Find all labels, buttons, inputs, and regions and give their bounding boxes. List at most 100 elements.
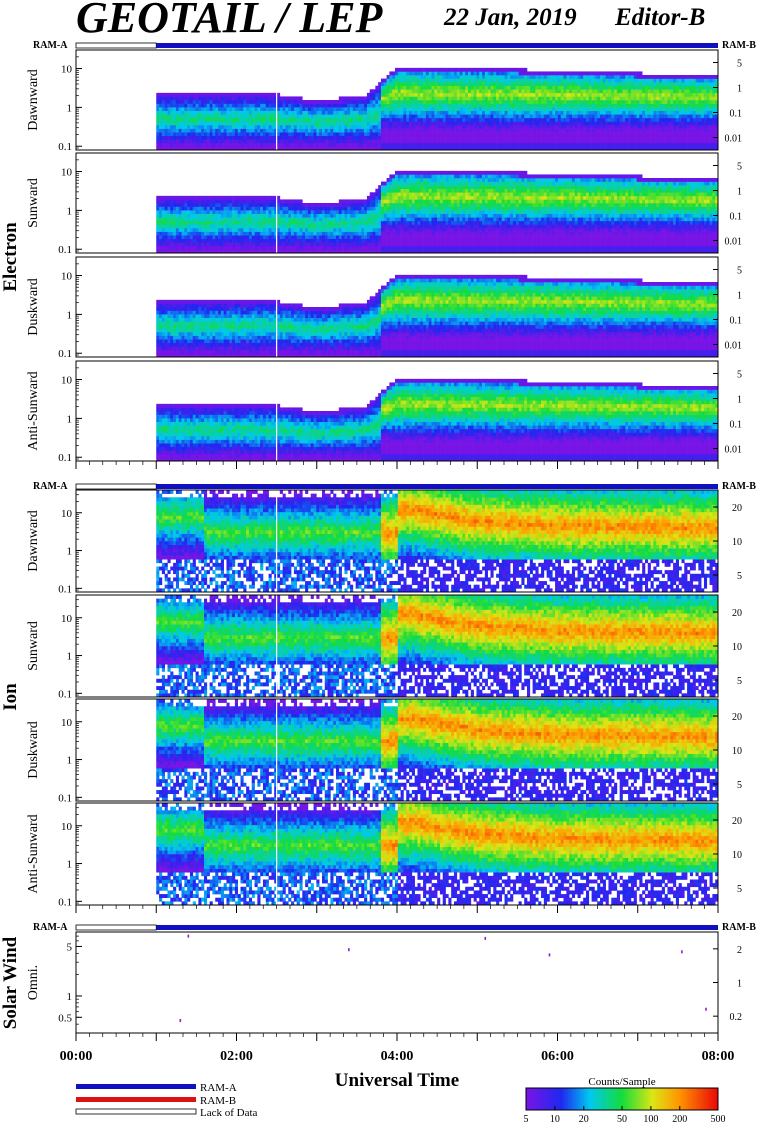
- y-tick-label: 0.1: [58, 348, 72, 360]
- panel-label: Sunward: [26, 178, 41, 228]
- omni-point: [681, 950, 683, 953]
- x-tick-label: 06:00: [541, 1049, 574, 1064]
- group-label-electron: Electron: [0, 222, 21, 292]
- right-tick-label: 0.1: [730, 109, 743, 120]
- x-axis-title: Universal Time: [335, 1070, 459, 1091]
- y-tick-label: 10: [61, 821, 73, 833]
- right-tick-label: 0.2: [730, 1012, 743, 1023]
- right-tick-label: 0.01: [725, 237, 743, 248]
- right-tick-label: 0.1: [730, 420, 743, 431]
- right-tick-label: 0.1: [730, 316, 743, 327]
- right-tick-label: 0.01: [725, 341, 743, 352]
- y-tick-label: 10: [61, 64, 73, 76]
- omni-point: [188, 935, 190, 938]
- right-tick-label: 5: [737, 571, 742, 582]
- right-tick-label: 10: [732, 642, 742, 653]
- y-tick-label: 5: [67, 941, 73, 953]
- x-tick-label: 00:00: [60, 1049, 93, 1064]
- right-tick-label: 5: [737, 370, 742, 381]
- panel-solar_wind-omni.: [76, 932, 718, 1033]
- panel-label: Anti-Sunward: [26, 814, 41, 893]
- colorbar-tick-label: 50: [617, 1114, 627, 1125]
- panel-label: Sunward: [26, 621, 41, 671]
- panel-label: Dawnward: [26, 69, 41, 130]
- ram-a-label: RAM-A: [33, 922, 68, 933]
- y-tick-label: 1: [67, 413, 73, 425]
- omni-point: [180, 1019, 182, 1022]
- y-tick-label: 1: [67, 309, 73, 321]
- y-tick-label: 0.1: [58, 583, 72, 595]
- panel-ion-sunward: [76, 595, 718, 697]
- right-tick-label: 20: [732, 712, 742, 723]
- right-tick-label: 0.01: [725, 445, 743, 456]
- y-tick-label: 1: [67, 859, 73, 871]
- legend-ram-b-swatch: [76, 1097, 196, 1102]
- right-tick-label: 2: [737, 945, 742, 956]
- panel-ion-duskward: [76, 699, 718, 801]
- right-tick-label: 10: [732, 537, 742, 548]
- panel-label: Anti-Sunward: [26, 371, 41, 450]
- legend-lack-label: Lack of Data: [200, 1107, 258, 1119]
- y-tick-label: 1: [67, 546, 73, 558]
- spectrogram-figure: RAM-A RAM-B1010.1510.10.01Dawnward1010.15…: [0, 0, 762, 1128]
- ram-b-label: RAM-B: [722, 922, 756, 933]
- panel-electron-dawnward: [76, 50, 718, 150]
- colorbar-tick-label: 500: [711, 1114, 726, 1125]
- y-tick-label: 10: [61, 717, 73, 729]
- y-tick-label: 0.1: [58, 688, 72, 700]
- y-tick-label: 10: [61, 613, 73, 625]
- panel-ion-anti-sunward: [76, 803, 718, 905]
- ram-bar-ram-a: [156, 925, 718, 930]
- right-tick-label: 5: [737, 162, 742, 173]
- y-tick-label: 0.1: [58, 792, 72, 804]
- ram-bar-ram-a: [156, 484, 718, 489]
- panel-label: Omni.: [26, 965, 41, 1000]
- ram-b-label: RAM-B: [722, 481, 756, 492]
- colorbar-tick-label: 200: [672, 1114, 687, 1125]
- right-tick-label: 5: [737, 884, 742, 895]
- omni-point: [705, 1008, 707, 1011]
- ram-b-label: RAM-B: [722, 40, 756, 51]
- right-tick-label: 20: [732, 816, 742, 827]
- right-tick-label: 1: [737, 84, 742, 95]
- colorbar-tick-label: 10: [550, 1114, 560, 1125]
- panel-ion-dawnward: [76, 490, 718, 592]
- y-tick-label: 1: [67, 755, 73, 767]
- group-label-solar-wind: Solar Wind: [0, 936, 21, 1029]
- y-tick-label: 1: [67, 205, 73, 217]
- group-label-ion: Ion: [0, 683, 21, 711]
- x-tick-label: 04:00: [381, 1049, 414, 1064]
- y-tick-label: 10: [61, 271, 73, 283]
- panel-electron-duskward: [76, 257, 718, 357]
- y-tick-label: 0.5: [58, 1012, 72, 1024]
- ram-bar-lack: [76, 925, 156, 930]
- y-tick-label: 10: [61, 508, 73, 520]
- y-tick-label: 0.1: [58, 244, 72, 256]
- right-tick-label: 5: [737, 59, 742, 70]
- right-tick-label: 5: [737, 780, 742, 791]
- legend-ram-b-label: RAM-B: [200, 1095, 236, 1107]
- y-tick-label: 1: [67, 991, 73, 1003]
- omni-point: [348, 948, 350, 951]
- omni-point: [549, 953, 551, 956]
- right-tick-label: 20: [732, 503, 742, 514]
- colorbar-tick-label: 20: [579, 1114, 589, 1125]
- panel-frame: [76, 932, 718, 1033]
- legend-lack-swatch: [76, 1109, 196, 1114]
- ram-a-label: RAM-A: [33, 40, 68, 51]
- x-tick-label: 08:00: [702, 1049, 735, 1064]
- right-tick-label: 20: [732, 608, 742, 619]
- omni-point: [484, 937, 486, 940]
- right-tick-label: 1: [737, 187, 742, 198]
- y-tick-label: 0.1: [58, 452, 72, 464]
- colorbar-tick-label: 5: [524, 1114, 529, 1125]
- right-tick-label: 0.01: [725, 134, 743, 145]
- legend-ram-a-label: RAM-A: [200, 1082, 237, 1094]
- right-tick-label: 10: [732, 850, 742, 861]
- colorbar-tick-label: 100: [643, 1114, 658, 1125]
- ram-bar-lack: [76, 484, 156, 489]
- ram-bar-lack: [76, 43, 156, 48]
- panel-label: Dawnward: [26, 510, 41, 571]
- ram-bar-ram-a: [156, 43, 718, 48]
- right-tick-label: 5: [737, 676, 742, 687]
